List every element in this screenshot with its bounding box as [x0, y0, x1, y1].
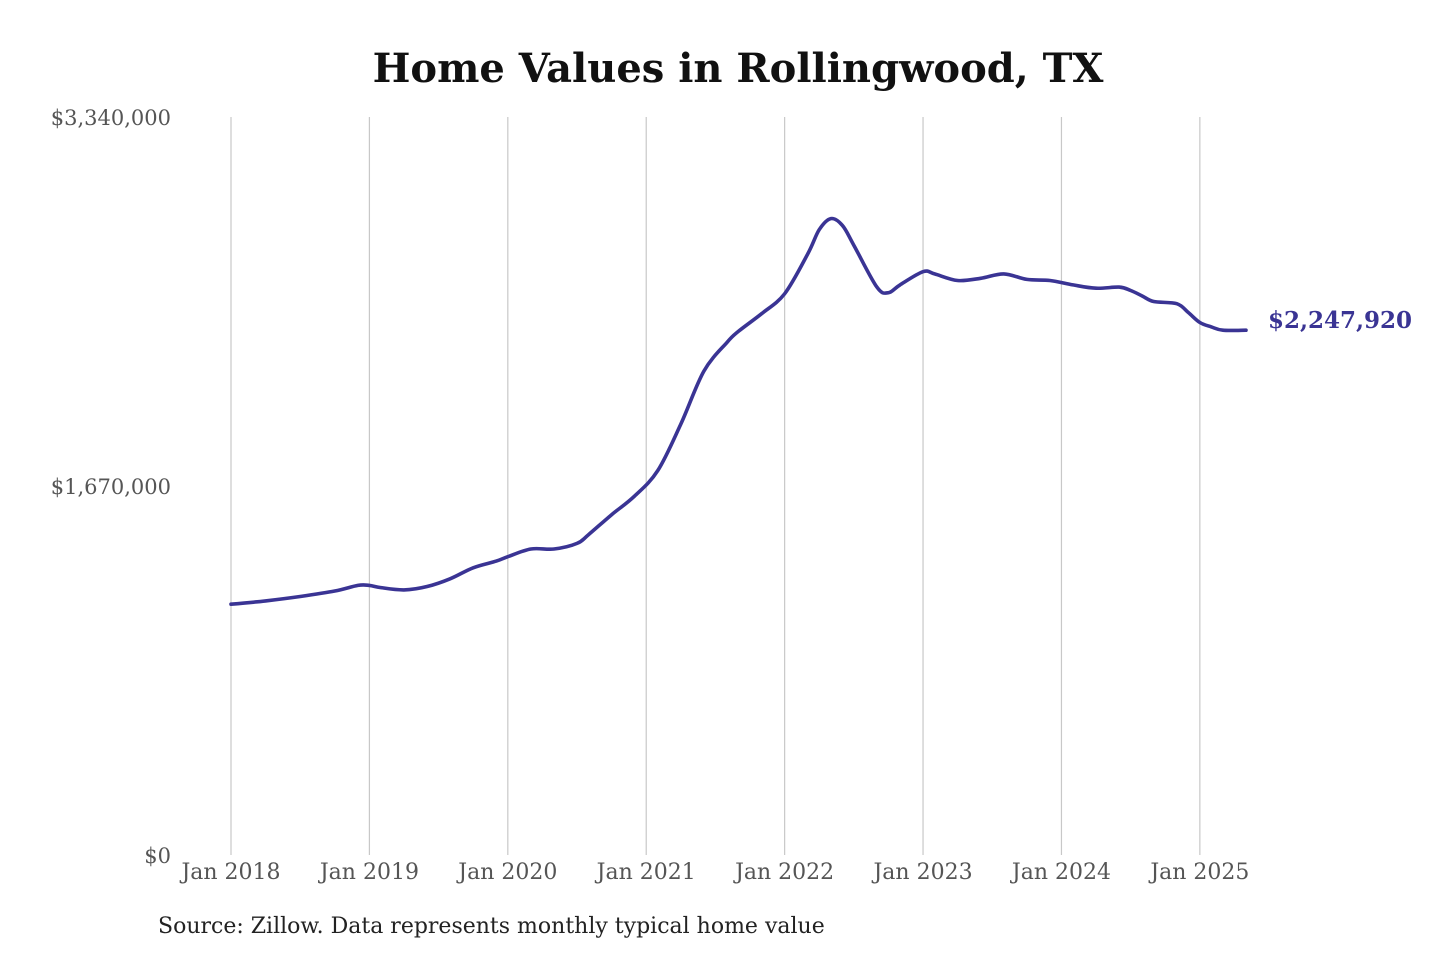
y-tick-label: $0: [144, 844, 171, 868]
end-value-label: $2,247,920: [1268, 307, 1412, 334]
y-tick-label: $1,670,000: [51, 475, 171, 499]
x-tick-label: Jan 2022: [733, 860, 834, 885]
series-line-home-value: [229, 216, 1248, 606]
x-tick-label: Jan 2020: [456, 860, 557, 885]
x-tick-label: Jan 2024: [1010, 860, 1111, 885]
chart-title: Home Values in Rollingwood, TX: [373, 45, 1104, 92]
gridlines: [230, 117, 1201, 855]
x-tick-label: Jan 2018: [179, 860, 280, 885]
x-tick-label: Jan 2025: [1148, 860, 1249, 885]
y-axis: $3,340,000 $1,670,000 $0: [51, 106, 171, 868]
y-tick-label: $3,340,000: [51, 106, 171, 130]
x-axis: Jan 2018 Jan 2019 Jan 2020 Jan 2021 Jan 2022…: [179, 860, 1249, 885]
source-note: Source: Zillow. Data represents monthly …: [158, 914, 825, 939]
x-tick-label: Jan 2023: [871, 860, 972, 885]
x-tick-label: Jan 2019: [318, 860, 419, 885]
x-tick-label: Jan 2021: [595, 860, 696, 885]
